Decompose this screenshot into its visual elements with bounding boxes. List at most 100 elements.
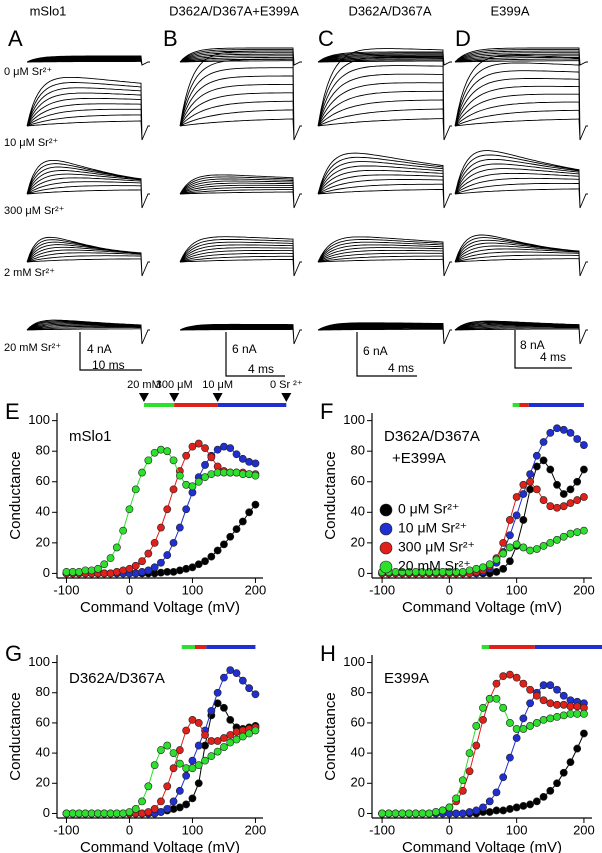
data-point [546,465,555,474]
data-point [512,540,521,549]
data-point [512,725,521,733]
data-point [100,560,109,569]
data-point [144,456,153,465]
x-axis-label: Command Voltage (mV) [402,839,562,853]
data-point [169,538,178,547]
data-point [499,538,508,547]
y-tick-label: 40 [351,504,365,519]
data-point [201,444,209,453]
x-tick-label: 100 [506,582,528,597]
data-point [213,688,222,697]
legend-label: 20 mM Sr²⁺ [398,558,471,574]
current-traces [26,236,150,277]
current-traces [454,150,588,209]
y-tick-label: 0 [358,805,365,820]
current-traces [317,152,452,209]
y-axis-label: Conductance [7,451,24,539]
data-point [553,480,561,489]
data-point [546,714,555,723]
data-point [479,563,487,572]
data-point [220,673,228,682]
current-traces [179,174,302,209]
panel-letter: A [8,26,23,51]
data-point [150,805,159,813]
data-point [432,808,440,816]
data-point [539,438,548,446]
data-point [526,699,535,708]
data-point [175,566,184,575]
data-point [226,731,235,739]
data-point [526,485,535,494]
scale-time: 10 ms [92,358,125,372]
y-tick-label: 20 [36,534,50,549]
scale-bar [79,332,142,371]
data-point [506,670,514,679]
data-point [519,725,528,733]
data-point [580,441,588,449]
data-point [499,672,508,681]
data-point [512,493,521,501]
data-point [201,557,209,566]
data-point [573,477,582,486]
data-point [188,794,197,803]
data-point [526,470,535,479]
data-point [125,505,134,514]
data-point [245,729,254,738]
data-point [175,803,184,812]
x-tick-label: -100 [369,822,395,837]
scale-current: 6 nA [363,344,388,358]
x-tick-label: 0 [126,582,133,597]
data-point [119,526,128,535]
data-point [539,542,548,550]
current-traces [26,76,150,141]
condition-label: 20 mM Sr²⁺ [4,342,61,354]
column-title: D362A/D367A [348,3,431,18]
concentration-label: 10 μM [202,379,233,391]
construct-name: D362A/D367A [384,428,480,445]
data-point [131,485,140,494]
construct-name: D362A/D367A [69,670,165,687]
data-point [169,797,178,806]
current-traces [454,320,588,345]
legend-marker [379,541,393,555]
data-point [201,461,209,469]
data-point [163,741,172,750]
data-point [175,786,184,795]
column-title: D362A/D367A+E399A [169,3,299,18]
current-traces [454,47,588,66]
data-point [539,496,548,504]
data-point [492,788,501,797]
x-tick-label: 100 [182,582,204,597]
data-point [226,444,235,453]
concentration-label: 0 Sr ²⁺ [270,379,303,391]
data-point [492,555,501,564]
data-point [194,719,203,727]
data-point [405,809,413,818]
data-point [226,666,235,674]
data-point [94,564,102,573]
data-point [169,764,178,773]
data-point [566,499,575,508]
x-tick-label: 0 [446,582,453,597]
data-point [499,773,508,782]
data-point [512,511,521,520]
scale-current: 8 nA [520,338,545,352]
data-point [226,738,235,747]
data-point [559,490,568,498]
data-point [220,734,228,742]
x-axis-label: Command Voltage (mV) [402,599,562,616]
data-point [238,454,247,463]
data-point [458,776,467,785]
data-point [519,516,528,524]
data-point [479,703,487,712]
data-point [182,726,191,735]
data-point [150,538,159,547]
x-tick-label: 200 [245,822,267,837]
data-point [194,439,203,448]
current-traces [179,323,302,345]
data-point [194,477,203,486]
x-tick-label: -100 [53,582,79,597]
data-point [519,714,528,723]
data-point [532,485,541,494]
data-point [492,679,501,688]
